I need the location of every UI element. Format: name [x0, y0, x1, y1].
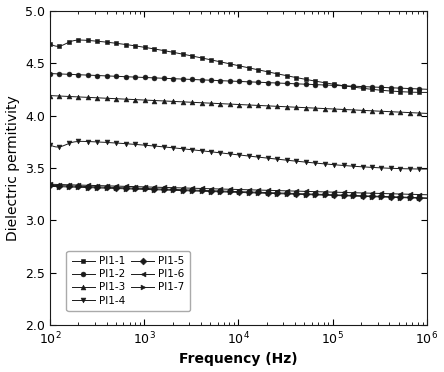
PI1-3	[48, 93, 53, 98]
Line: PI1-3: PI1-3	[48, 93, 429, 116]
PI1-6	[148, 185, 153, 189]
PI1-3	[70, 94, 75, 99]
PI1-2	[392, 86, 397, 90]
Line: PI1-4: PI1-4	[48, 139, 429, 171]
PI1-6	[48, 182, 53, 186]
PI1-2	[424, 87, 430, 92]
PI1-4	[79, 139, 85, 144]
PI1-1	[48, 42, 53, 46]
PI1-6	[424, 193, 430, 197]
PI1-7	[70, 185, 75, 189]
PI1-4	[394, 166, 399, 171]
PI1-5	[70, 184, 75, 188]
PI1-1	[63, 42, 68, 46]
Y-axis label: Dielectric permitivity: Dielectric permitivity	[6, 95, 20, 241]
PI1-2	[70, 72, 75, 77]
Line: PI1-6: PI1-6	[48, 182, 429, 197]
PI1-3	[392, 110, 397, 114]
PI1-4	[407, 167, 412, 171]
PI1-6	[392, 192, 397, 196]
PI1-1	[394, 89, 399, 94]
PI1-2	[405, 86, 411, 91]
PI1-3	[405, 110, 411, 115]
PI1-1	[70, 39, 75, 43]
PI1-3	[424, 111, 430, 116]
PI1-7	[48, 184, 53, 189]
Line: PI1-5: PI1-5	[48, 183, 429, 201]
PI1-7	[424, 196, 430, 201]
PI1-1	[424, 90, 430, 94]
PI1-2	[48, 71, 53, 76]
Legend: PI1-1, PI1-2, PI1-3, PI1-4, PI1-5, PI1-6, PI1-7: PI1-1, PI1-2, PI1-3, PI1-4, PI1-5, PI1-6…	[67, 251, 190, 311]
PI1-5	[392, 195, 397, 199]
Line: PI1-1: PI1-1	[48, 38, 429, 95]
PI1-1	[150, 46, 155, 51]
PI1-7	[148, 187, 153, 192]
PI1-1	[407, 90, 412, 94]
PI1-5	[63, 184, 68, 188]
PI1-5	[424, 196, 430, 200]
Line: PI1-7: PI1-7	[48, 184, 429, 201]
PI1-2	[148, 76, 153, 80]
PI1-4	[48, 143, 53, 147]
PI1-5	[405, 195, 411, 199]
PI1-7	[63, 185, 68, 189]
PI1-5	[148, 186, 153, 191]
PI1-5	[117, 185, 123, 190]
PI1-3	[148, 98, 153, 103]
PI1-2	[117, 74, 123, 79]
PI1-6	[70, 183, 75, 187]
PI1-4	[150, 144, 155, 148]
PI1-1	[78, 38, 83, 42]
PI1-7	[392, 195, 397, 200]
PI1-4	[424, 167, 430, 171]
PI1-3	[117, 97, 123, 101]
PI1-7	[405, 196, 411, 200]
PI1-4	[119, 141, 125, 146]
PI1-5	[48, 183, 53, 187]
PI1-7	[117, 186, 123, 191]
PI1-2	[63, 72, 68, 76]
Line: PI1-2: PI1-2	[48, 71, 429, 92]
PI1-3	[63, 94, 68, 99]
PI1-6	[117, 184, 123, 189]
PI1-6	[405, 192, 411, 196]
PI1-1	[119, 42, 125, 46]
PI1-6	[63, 182, 68, 187]
PI1-4	[70, 140, 75, 144]
PI1-4	[63, 143, 68, 147]
X-axis label: Frequency (Hz): Frequency (Hz)	[179, 352, 298, 366]
